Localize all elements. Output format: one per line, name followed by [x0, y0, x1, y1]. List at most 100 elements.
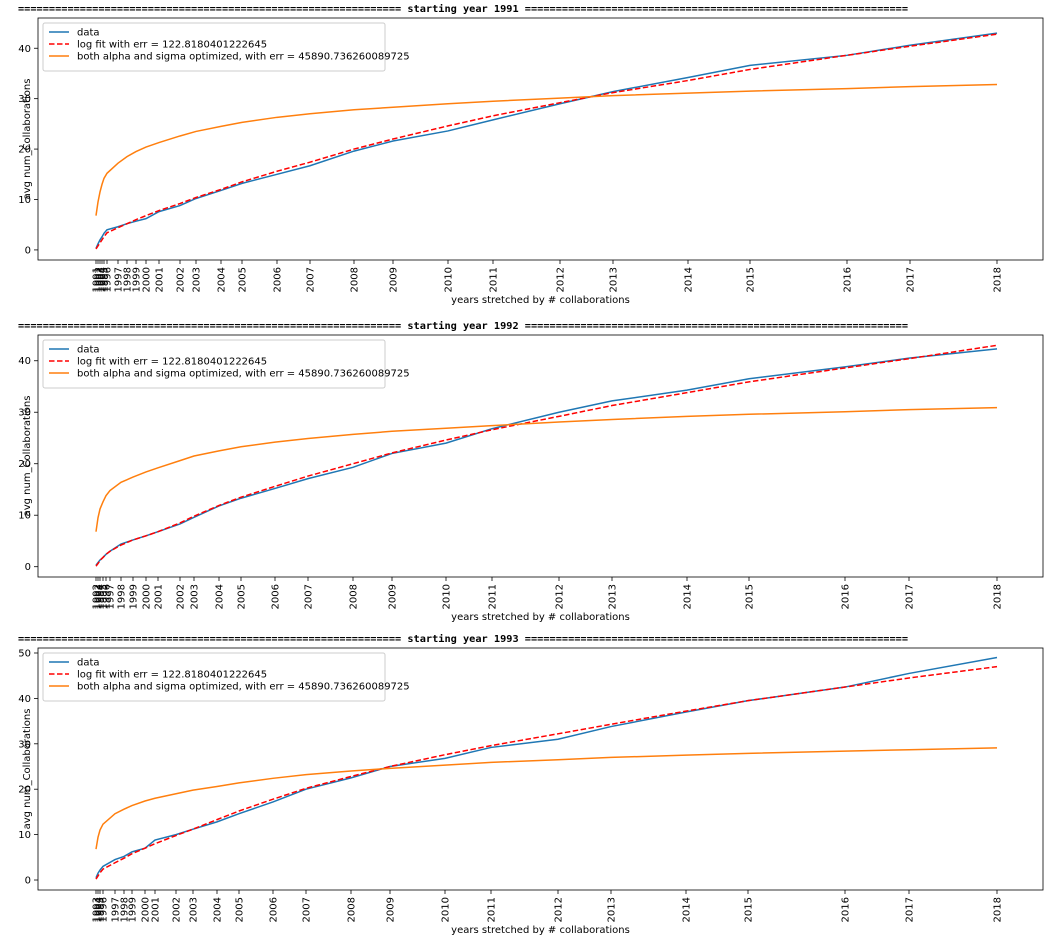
chart-header: ========================================… [18, 3, 908, 15]
legend-label: data [77, 28, 100, 39]
legend-label: both alpha and sigma optimized, with err… [77, 52, 410, 63]
x-tick-label: 1995 [96, 897, 107, 922]
y-tick-label: 40 [18, 44, 31, 55]
y-tick-label: 30 [18, 739, 31, 750]
series-line [95, 747, 998, 850]
x-axis-label: years stretched by # collaborations [451, 612, 630, 623]
x-tick-label: 2000 [142, 584, 153, 609]
legend-label: both alpha and sigma optimized, with err… [77, 369, 410, 380]
x-tick-label: 2007 [306, 267, 317, 292]
x-tick-label: 2017 [906, 267, 917, 292]
plot-frame [37, 334, 1044, 578]
plot-frame [37, 17, 1044, 261]
x-tick-label: 2008 [347, 897, 358, 922]
x-tick-label: 2015 [746, 267, 757, 292]
y-tick-label: 50 [18, 648, 31, 659]
x-tick-label: 2016 [841, 584, 852, 609]
x-tick-label: 2004 [215, 584, 226, 609]
x-tick-label: 2010 [444, 267, 455, 292]
y-tick-label: 0 [25, 876, 31, 887]
y-tick-label: 0 [25, 562, 31, 573]
legend-label: log fit with err = 122.8180401222645 [77, 357, 267, 368]
x-tick-label: 1992 [92, 584, 103, 609]
legend-label: data [77, 345, 100, 356]
x-tick-label: 1991 [92, 267, 103, 292]
y-tick-label: 10 [18, 511, 31, 522]
x-tick-label: 2014 [683, 584, 694, 609]
y-tick-label: 20 [18, 785, 31, 796]
series-line [95, 344, 998, 567]
x-tick-label: 2003 [192, 267, 203, 292]
y-tick-label: 10 [18, 830, 31, 841]
x-tick-label: 2002 [176, 584, 187, 609]
chart-panel: ========================================… [18, 3, 1044, 306]
x-tick-label: 2011 [487, 897, 498, 922]
chart-panel: ========================================… [18, 633, 1044, 936]
x-tick-label: 1997 [111, 897, 122, 922]
x-tick-label: 1995 [99, 584, 110, 609]
y-tick-label: 10 [18, 195, 31, 206]
x-tick-label: 2010 [441, 897, 452, 922]
y-tick-label: 40 [18, 356, 31, 367]
x-tick-label: 2006 [273, 267, 284, 292]
x-tick-label: 2013 [607, 897, 618, 922]
x-tick-label: 2001 [151, 897, 162, 922]
x-tick-label: 2002 [176, 267, 187, 292]
x-tick-label: 2018 [993, 584, 1004, 609]
x-tick-label: 2008 [350, 267, 361, 292]
x-tick-label: 1997 [106, 584, 117, 609]
x-tick-label: 2008 [349, 584, 360, 609]
x-tick-label: 1998 [120, 897, 131, 922]
legend-label: data [77, 658, 100, 669]
chart-header: ========================================… [18, 320, 908, 332]
x-tick-label: 2006 [271, 584, 282, 609]
x-tick-label: 2003 [189, 897, 200, 922]
series-line [95, 33, 998, 250]
x-tick-label: 2005 [235, 897, 246, 922]
x-tick-label: 1998 [117, 584, 128, 609]
x-tick-label: 2011 [488, 584, 499, 609]
x-tick-label: 1999 [132, 267, 143, 292]
y-tick-label: 20 [18, 145, 31, 156]
x-tick-label: 1993 [94, 584, 105, 609]
x-tick-label: 2009 [389, 267, 400, 292]
x-tick-label: 2016 [843, 267, 854, 292]
x-tick-label: 2014 [684, 267, 695, 292]
x-tick-label: 1998 [123, 267, 134, 292]
x-tick-label: 2000 [141, 897, 152, 922]
x-tick-label: 2007 [304, 584, 315, 609]
x-tick-label: 2007 [302, 897, 313, 922]
y-axis-label: avg num_Collaborations [22, 709, 33, 830]
x-tick-label: 2001 [155, 267, 166, 292]
x-tick-label: 1994 [98, 267, 109, 292]
y-tick-label: 20 [18, 459, 31, 470]
x-tick-label: 1999 [128, 897, 139, 922]
x-tick-label: 1994 [94, 897, 105, 922]
legend-box [42, 652, 386, 702]
legend-label: both alpha and sigma optimized, with err… [77, 682, 410, 693]
x-tick-label: 1993 [92, 897, 103, 922]
y-tick-label: 30 [18, 408, 31, 419]
x-tick-label: 2014 [682, 897, 693, 922]
x-tick-label: 1997 [114, 267, 125, 292]
x-tick-label: 2009 [386, 897, 397, 922]
x-axis-label: years stretched by # collaborations [451, 925, 630, 936]
x-tick-label: 2012 [554, 897, 565, 922]
x-tick-label: 2011 [489, 267, 500, 292]
legend-box [42, 339, 386, 389]
x-tick-label: 2004 [213, 897, 224, 922]
y-axis-label: avg num_Collaborations [22, 396, 33, 517]
x-tick-label: 2009 [388, 584, 399, 609]
x-tick-label: 1996 [103, 267, 114, 292]
x-tick-label: 2012 [555, 584, 566, 609]
chart-panel: ========================================… [18, 320, 1044, 623]
x-tick-label: 2015 [744, 897, 755, 922]
x-tick-label: 2013 [608, 584, 619, 609]
x-tick-label: 2002 [172, 897, 183, 922]
legend-label: log fit with err = 122.8180401222645 [77, 670, 267, 681]
x-tick-label: 1996 [99, 897, 110, 922]
x-tick-label: 2015 [745, 584, 756, 609]
legend-box [42, 22, 386, 72]
x-tick-label: 1999 [129, 584, 140, 609]
